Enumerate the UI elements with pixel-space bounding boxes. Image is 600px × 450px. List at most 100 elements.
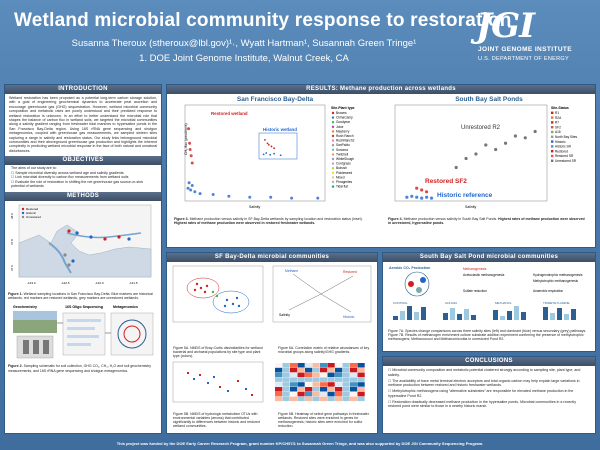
sf-legend-label: Goodyear	[336, 120, 351, 124]
sf-inset	[258, 132, 298, 160]
sp-data-point	[484, 143, 488, 147]
map-tick-label: -121.5	[129, 281, 138, 285]
heatmap-cell	[312, 367, 320, 372]
nmds-point	[207, 381, 209, 384]
pathway-bar	[443, 313, 448, 320]
sf-legend-label: Mixed	[336, 175, 345, 179]
diagram-label: Sulfate reduction	[463, 289, 487, 293]
sp-legend-label: Unrestored SR	[555, 159, 577, 163]
sf-y-axis-label: CH₄ flux (µmol/m²/s)	[184, 123, 188, 155]
heatmap-cell	[297, 362, 305, 368]
nmds-point	[213, 375, 215, 378]
heatmap-cell	[357, 381, 365, 387]
heatmap-cell	[297, 377, 305, 382]
sp-communities-panel: South Bay Salt Pond microbial communitie…	[382, 252, 596, 352]
heatmap-cell	[305, 396, 313, 401]
sf-inset-point	[273, 152, 275, 155]
conclusions-list: ☐ Microbial community composition and me…	[383, 366, 595, 412]
map-marker	[67, 229, 71, 233]
sp-data-point	[410, 194, 414, 198]
sp-legend-swatch	[551, 130, 554, 134]
figure6-captions: Figure 5B. NMDS of hydrologic metabolism…	[167, 411, 377, 430]
figure6b-caption: Figure 6B. Heatmap of select gene pathwa…	[278, 411, 369, 429]
sp-legend-label: North Bay Sites	[555, 135, 578, 139]
nmds-point	[203, 290, 207, 294]
bar-chart-label: CONTROL	[393, 301, 408, 305]
heatmap-cell	[342, 396, 350, 401]
sp-data-point	[513, 134, 517, 138]
nmds-figures: Methane Restored Historic Salinity	[172, 265, 372, 323]
sf-legend-label: Bulrush	[336, 166, 347, 170]
heatmap-cell	[327, 396, 335, 401]
map-tick-label: 37.6	[10, 265, 14, 271]
sf-legend-swatch	[331, 153, 335, 156]
nmds-point	[193, 288, 197, 292]
heatmap-cell	[342, 362, 350, 368]
sf-legend-swatch	[331, 116, 335, 119]
heatmap-cell	[335, 367, 343, 372]
author-list: Susanna Theroux (stheroux@lbl.gov)¹˒, Wy…	[71, 38, 417, 49]
conclusions-panel: CONCLUSIONS ☐ Microbial community compos…	[382, 356, 596, 434]
heatmap-cell	[290, 362, 298, 368]
sp-legend-label: R1	[555, 111, 559, 115]
heatmap-cell	[320, 391, 328, 396]
map-marker	[71, 259, 75, 263]
sf-data-point	[316, 196, 320, 200]
sf-data-point	[189, 188, 193, 192]
intro-text: Wetland restoration has been proposed as…	[9, 96, 157, 153]
heatmap-cell	[312, 377, 320, 382]
figure2-caption: Figure 2. Sampling schematic for soil co…	[8, 364, 152, 373]
heatmap-cell	[327, 367, 335, 372]
sf-data-point	[187, 181, 191, 185]
bar-chart-label: A16-R2A	[445, 301, 457, 305]
sp-data-point	[420, 188, 424, 192]
pathway-bar	[407, 306, 412, 320]
heatmap-cell	[357, 362, 365, 368]
heatmap-cell	[320, 381, 328, 387]
nmds-point	[211, 290, 215, 294]
heatmap-cell	[275, 362, 283, 368]
heatmap-cell	[275, 377, 283, 382]
heatmap-cell	[357, 386, 365, 392]
sp-methane-chart: Salinity Unrestored R2 Restored SF2 Hist…	[394, 104, 578, 209]
nmds-plot-c	[172, 361, 264, 402]
heatmap-figures	[172, 361, 365, 402]
heatmap-cell	[342, 386, 350, 392]
sp-plot-area	[394, 104, 548, 202]
heatmap-cell	[305, 372, 313, 377]
heatmap-cell	[350, 386, 358, 392]
poster-header: Wetland microbial community response to …	[0, 0, 600, 80]
sp-legend-swatch	[551, 121, 554, 124]
heatmap-cell	[335, 386, 343, 392]
sp-legend-label: Restored	[555, 149, 568, 153]
sf-legend-label: SanPablo	[336, 143, 350, 147]
sf-data-point	[227, 194, 231, 198]
heatmap-cell	[305, 386, 313, 392]
heatmap-cell	[290, 391, 298, 396]
heatmap-cell	[320, 386, 328, 392]
objectives-list: The aims of our study are to: ☐ Sample m…	[5, 165, 161, 190]
map-legend-label: Restored	[26, 207, 39, 211]
diagram-label: Methylotrophic methanogenesis	[533, 279, 578, 283]
sp-legend-label: Historic	[555, 140, 566, 144]
figure7-caption: Figure 7A. Species change comparisons ac…	[388, 329, 587, 342]
nmds-label: Methane	[285, 269, 298, 273]
objective-item: ☐ Evaluate the role of restoration in sh…	[11, 179, 143, 189]
nmds-point	[199, 286, 203, 290]
heatmap-cell	[335, 391, 343, 396]
figure1-caption: Figure 1. Wetland sampling locations in …	[8, 291, 153, 301]
nmds-plot-b	[272, 265, 372, 323]
nmds-point	[237, 304, 241, 308]
sp-restored-annotation: Restored SF2	[425, 178, 467, 185]
results-panel: RESULTS: Methane production across wetla…	[166, 84, 596, 248]
heatmap-cell	[335, 396, 343, 401]
heatmap-cell	[305, 367, 313, 372]
sf-inset-point	[264, 138, 266, 141]
heatmap-cell	[335, 377, 343, 382]
heatmap-cell	[290, 377, 298, 382]
figure6a-caption: Figure 6A. Correlation matrix of relativ…	[278, 346, 370, 355]
sf-legend-swatch	[331, 134, 335, 138]
heatmap-cell	[327, 372, 335, 377]
logo-department: U.S. DEPARTMENT OF ENERGY	[478, 56, 569, 62]
